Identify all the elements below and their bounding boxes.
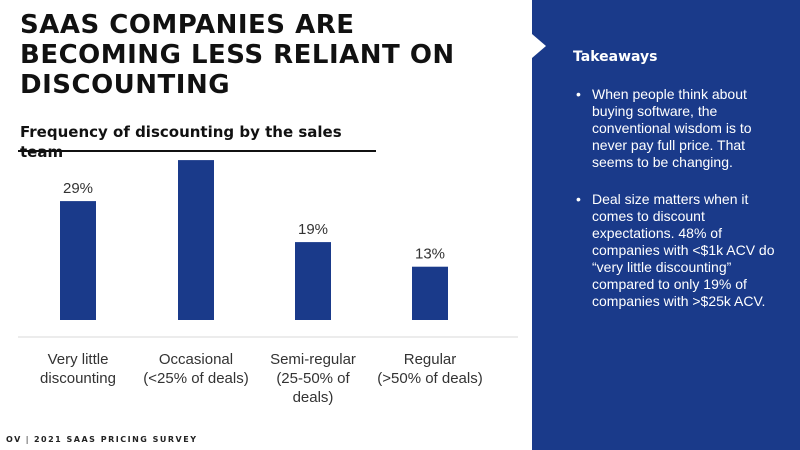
- category-label-line: (>50% of deals): [377, 370, 482, 387]
- slide-title-line: BECOMING LESS RELIANT ON: [20, 40, 455, 70]
- takeaways-panel: [532, 0, 800, 450]
- takeaway-item: • Deal size matters when it comes to dis…: [576, 191, 790, 310]
- takeaway-text: When people think about buying software,…: [592, 86, 752, 170]
- category-label-line: Occasional: [159, 351, 233, 368]
- category-label-line: deals): [293, 389, 334, 406]
- bullet-icon: •: [576, 191, 581, 207]
- category-label-line: Very little: [48, 351, 109, 368]
- bar: [60, 201, 96, 320]
- footer-logo-text: OV: [6, 435, 22, 444]
- footer-separator: |: [25, 435, 30, 444]
- slide-title-line: SAAS COMPANIES ARE: [20, 10, 355, 40]
- slide-title-line: DISCOUNTING: [20, 70, 231, 100]
- bar-value-label: 19%: [298, 221, 328, 238]
- category-label: Semi-regular (25-50% of deals): [270, 351, 356, 406]
- category-label: Regular (>50% of deals): [377, 351, 482, 387]
- category-label-line: Regular: [404, 351, 457, 368]
- takeaway-item: • When people think about buying softwar…: [576, 86, 790, 171]
- bar: [295, 242, 331, 320]
- bar-value-label: 13%: [415, 246, 445, 263]
- chart-title-underline: [18, 150, 376, 152]
- bar: [178, 160, 214, 320]
- chart-title: Frequency of discounting by the sales te…: [20, 123, 342, 161]
- category-label-line: discounting: [40, 370, 116, 387]
- bar-value-label: 29%: [63, 180, 93, 197]
- takeaways-heading: Takeaways: [573, 49, 658, 65]
- category-label-line: (25-50% of: [276, 370, 350, 387]
- category-label: Occasional (<25% of deals): [143, 351, 248, 387]
- bar: [412, 266, 448, 320]
- category-label-line: (<25% of deals): [143, 370, 248, 387]
- takeaways-list: • When people think about buying softwar…: [576, 86, 790, 330]
- category-label-line: Semi-regular: [270, 351, 356, 368]
- takeaway-text: Deal size matters when it comes to disco…: [592, 191, 775, 309]
- footer-survey-name: 2021 SAAS PRICING SURVEY: [33, 435, 198, 444]
- panel-arrow-notch: [532, 34, 546, 58]
- footer: OV | 2021 SAAS PRICING SURVEY: [6, 435, 198, 444]
- category-label: Very little discounting: [40, 351, 116, 387]
- bar-chart: 29%Very littlediscounting39%Occasional(<…: [18, 160, 518, 406]
- bullet-icon: •: [576, 86, 581, 102]
- slide-title: SAAS COMPANIES ARE BECOMING LESS RELIANT…: [20, 10, 500, 100]
